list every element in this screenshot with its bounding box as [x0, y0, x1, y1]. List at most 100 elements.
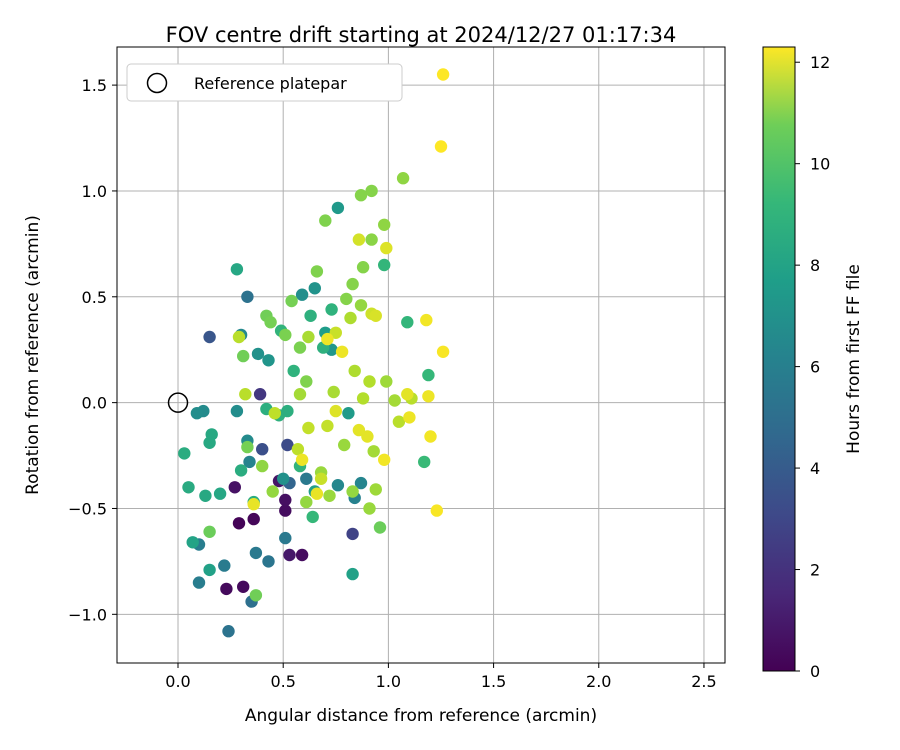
data-point — [361, 430, 374, 443]
colorbar-ticks: 0 2 4 6 8 10 12 — [795, 53, 830, 681]
data-point — [319, 214, 332, 227]
data-point — [380, 241, 393, 255]
data-point — [277, 472, 290, 485]
x-tick-label: 0.0 — [165, 672, 190, 691]
data-point — [279, 531, 292, 545]
data-point — [264, 316, 277, 329]
data-point — [279, 328, 292, 342]
data-point — [325, 303, 338, 316]
data-point — [310, 487, 324, 500]
data-point — [392, 415, 406, 428]
data-point — [306, 510, 319, 524]
data-point — [418, 455, 431, 469]
colorbar-tick-label: 8 — [810, 256, 820, 275]
legend-box — [126, 63, 403, 102]
data-point — [190, 407, 204, 420]
data-point — [352, 233, 366, 246]
colorbar: 0 2 4 6 8 10 12 Hours from first FF file — [762, 46, 864, 681]
data-point — [178, 447, 191, 460]
data-point — [230, 404, 244, 418]
data-point — [365, 184, 378, 198]
data-point — [281, 404, 294, 418]
data-point — [354, 299, 368, 312]
data-point — [213, 487, 227, 500]
data-point — [241, 290, 254, 303]
data-point — [182, 481, 195, 494]
data-point — [346, 567, 359, 581]
data-point — [302, 330, 315, 344]
data-point — [295, 548, 309, 562]
data-point — [287, 364, 300, 378]
data-point — [352, 423, 366, 437]
data-point — [424, 430, 437, 443]
data-point — [403, 411, 416, 424]
data-point — [295, 288, 309, 301]
data-point — [247, 498, 260, 511]
legend-marker-reference — [146, 72, 168, 94]
y-axis-ticks: −1.0 −0.5 0.0 0.5 1.0 1.5 — [68, 76, 117, 624]
data-point — [380, 375, 393, 388]
data-point — [293, 341, 307, 354]
data-point — [203, 525, 216, 538]
data-point — [338, 438, 351, 452]
data-point — [323, 489, 336, 502]
data-point — [251, 347, 265, 361]
data-point — [369, 483, 382, 496]
data-point — [243, 455, 256, 469]
data-point — [295, 453, 309, 466]
x-tick-label: 0.5 — [270, 672, 295, 691]
x-axis-label: Angular distance from reference (arcmin) — [245, 706, 597, 726]
data-point — [314, 472, 328, 485]
y-tick-label: 1.0 — [82, 182, 107, 201]
data-point — [356, 392, 370, 405]
legend: Reference platepar — [126, 63, 403, 102]
data-point — [436, 345, 450, 358]
data-point — [283, 548, 296, 562]
data-point — [369, 309, 382, 322]
data-point — [335, 345, 349, 358]
colorbar-tick-label: 0 — [810, 662, 820, 681]
data-point — [348, 364, 361, 378]
data-point — [203, 563, 216, 577]
data-point — [279, 504, 292, 517]
data-point — [422, 368, 435, 382]
data-point — [256, 459, 269, 473]
data-point — [378, 258, 391, 272]
data-point — [281, 438, 294, 452]
data-point — [363, 375, 376, 388]
data-point — [346, 485, 359, 498]
colorbar-tick-label: 4 — [810, 459, 820, 478]
data-point — [422, 390, 435, 403]
data-point — [396, 172, 410, 185]
data-point — [192, 576, 206, 589]
data-point — [331, 479, 345, 492]
data-point — [388, 394, 401, 407]
data-point — [300, 472, 313, 485]
data-point — [268, 407, 281, 420]
data-point — [354, 189, 368, 202]
x-axis-ticks: 0.0 0.5 1.0 1.5 2.0 2.5 — [165, 663, 717, 691]
y-axis-label: Rotation from reference (arcmin) — [23, 215, 43, 495]
data-point — [262, 555, 275, 568]
data-point — [300, 495, 313, 509]
data-point — [232, 330, 246, 344]
data-point — [232, 517, 246, 530]
data-point — [247, 512, 260, 526]
data-point — [434, 140, 448, 153]
data-point — [378, 218, 391, 231]
data-point — [346, 277, 359, 291]
data-point — [354, 476, 368, 490]
y-tick-label: 0.0 — [82, 394, 107, 413]
data-point — [340, 292, 353, 306]
y-tick-label: 0.5 — [82, 288, 107, 307]
y-tick-label: −1.0 — [68, 605, 107, 624]
data-point — [199, 489, 212, 502]
data-point — [327, 385, 340, 399]
data-point — [291, 443, 305, 456]
data-point — [365, 233, 378, 246]
data-point — [401, 388, 414, 401]
data-point — [308, 282, 321, 295]
data-point — [430, 504, 443, 517]
plot-frame — [116, 46, 726, 664]
